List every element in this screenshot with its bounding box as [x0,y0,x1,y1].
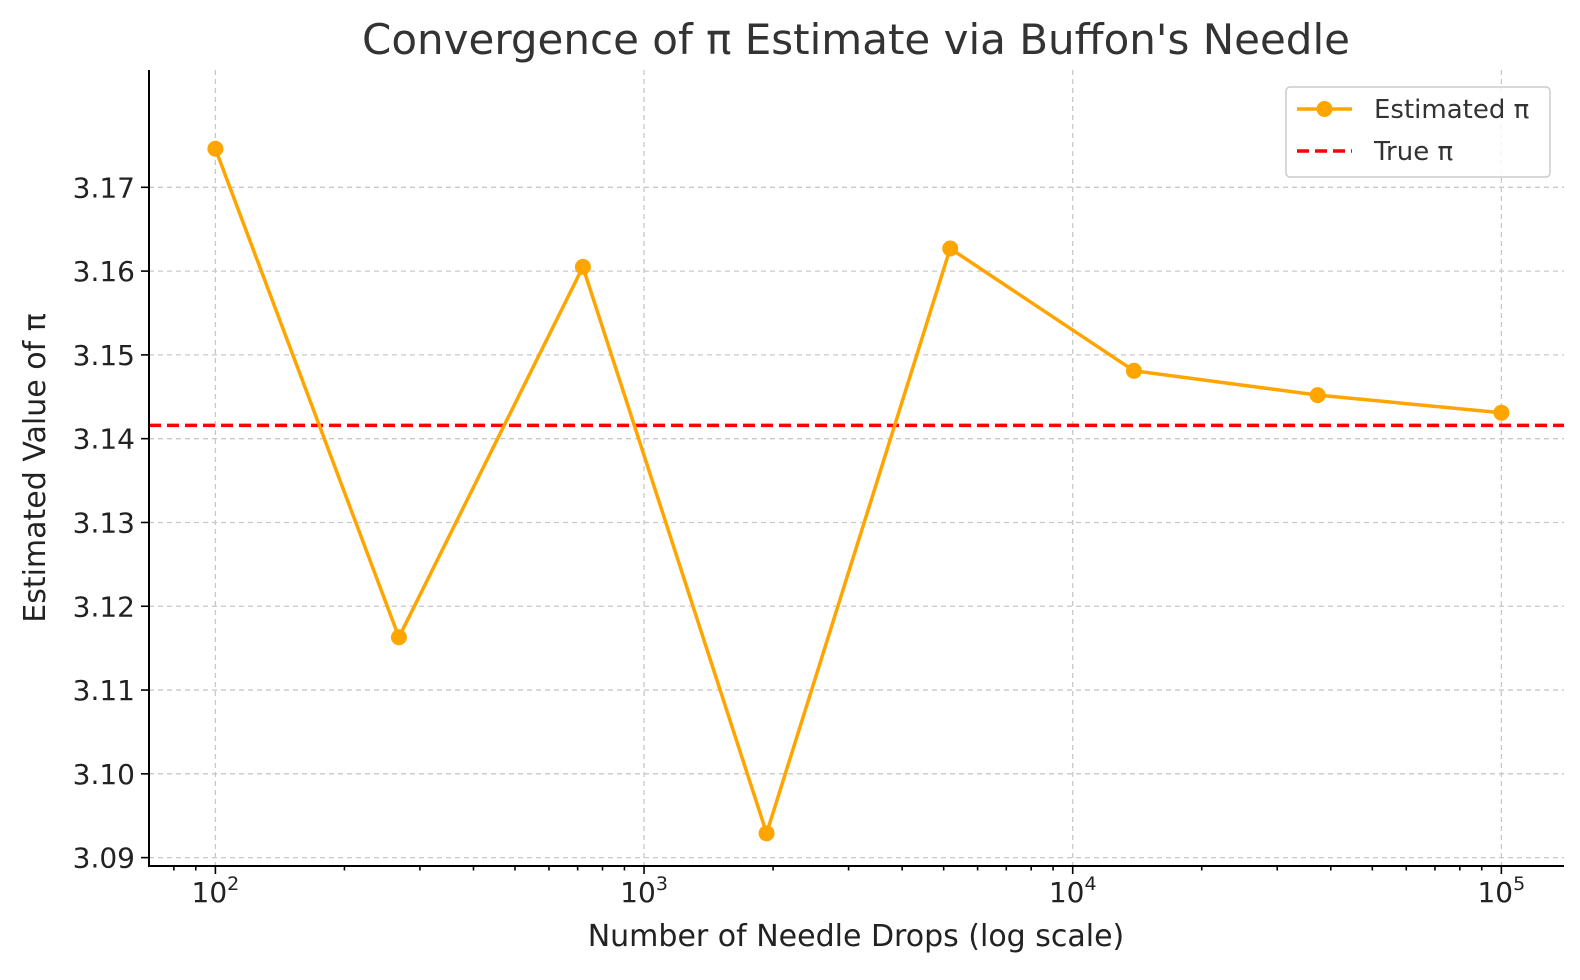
estimated-pi-point [574,258,591,275]
legend-label-estimated: Estimated π [1374,95,1529,125]
x-tick-label: 105 [1477,873,1525,909]
x-tick-label-base: 10 [620,876,656,909]
y-tick-label: 3.14 [73,423,135,456]
x-tick-label-base: 10 [1477,876,1513,909]
estimated-pi-line [213,148,1502,836]
y-tick-layer: 3.09 3.10 3.11 3.12 3.13 3.14 3.15 3.16 3.17 [73,171,149,875]
y-tick-label: 3.17 [73,171,135,204]
y-tick-label: 3.10 [73,758,135,791]
axes-layer [148,70,1564,867]
estimated-pi-point [1125,362,1142,379]
series-layer [207,140,1510,842]
y-tick-label: 3.15 [73,339,135,372]
x-tick-layer: 102 103 104 105 [173,866,1525,909]
estimated-pi-point [758,825,775,842]
legend-label-true-pi: True π [1373,137,1453,167]
estimated-pi-point [942,240,959,257]
estimated-pi-point [390,629,407,646]
estimated-pi-point [1309,387,1326,404]
y-axis-title: Estimated Value of π [18,313,53,623]
y-tick-label: 3.11 [73,674,135,707]
x-tick-label: 103 [620,873,668,909]
y-tick-label: 3.16 [73,255,135,288]
legend: Estimated π True π [1285,86,1551,178]
x-tick-label-exponent: 4 [1084,873,1096,895]
x-tick-label: 102 [192,873,240,909]
x-axis-title: Number of Needle Drops (log scale) [588,919,1125,954]
x-tick-label-base: 10 [1049,876,1085,909]
y-tick-label: 3.12 [73,590,135,623]
y-tick-label: 3.13 [73,506,135,539]
y-tick-label: 3.09 [73,842,135,875]
x-tick-label-exponent: 2 [227,873,239,895]
chart-title: Convergence of π Estimate via Buffon's N… [362,15,1350,64]
legend-marker-estimated [1316,101,1333,117]
x-tick-label: 104 [1049,873,1097,909]
estimated-pi-point [207,140,224,157]
x-tick-label-base: 10 [192,876,228,909]
x-tick-label-exponent: 3 [656,873,668,895]
estimated-pi-point [1493,404,1510,421]
x-tick-label-exponent: 5 [1513,873,1525,895]
grid-layer [149,70,1564,866]
